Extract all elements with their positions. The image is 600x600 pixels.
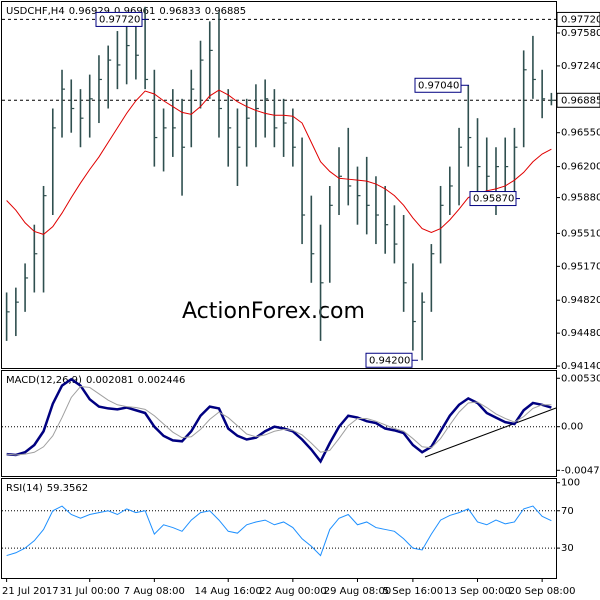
y-tick-label: 0.97240	[561, 61, 600, 72]
x-tick-label: 21 Jul 2017	[2, 586, 59, 597]
annotation-box	[95, 11, 143, 27]
trendline	[424, 407, 557, 458]
y-tick-label: 0.97720	[561, 14, 600, 25]
rsi-panel	[1, 478, 557, 579]
y-tick-label: 0.94480	[561, 328, 600, 339]
y-tick-label: 0.95880	[561, 193, 600, 204]
macd-panel	[1, 370, 557, 477]
header-value: 0.002081	[86, 375, 134, 386]
watermark: ActionForex.com	[182, 299, 365, 324]
y-tick-label: 0.95170	[561, 261, 600, 272]
x-tick-label: 7 Aug 08:00	[124, 586, 185, 597]
header-title: USDCHF,H4	[6, 6, 65, 17]
annotation-label: 0.94200	[369, 355, 410, 366]
y-tick-label: 0.95510	[561, 228, 600, 239]
annotation-label: 0.97720	[99, 14, 140, 25]
y-tick-label: 0.00	[561, 422, 583, 433]
y-tick-label: 0.96200	[561, 162, 600, 173]
y-tick-label: 0.96550	[561, 128, 600, 139]
price-panel	[1, 1, 557, 369]
header-value: 0.96885	[205, 6, 246, 17]
price-box	[556, 11, 600, 27]
header-value: 0.96961	[114, 6, 155, 17]
y-tick-label: 0.94140	[561, 361, 600, 372]
y-tick-label: 0.94820	[561, 295, 600, 306]
annotation-box	[469, 191, 517, 207]
y-tick-label: 30	[561, 543, 574, 554]
price-box	[556, 92, 600, 108]
header-value: 0.96833	[159, 6, 200, 17]
y-tick-label: -0.004777	[561, 465, 600, 476]
indicator-line	[6, 89, 552, 235]
panel-header: RSI(14) 59.3562	[6, 483, 88, 494]
x-tick-label: 5 Sep 16:00	[383, 586, 443, 597]
x-tick-label: 14 Aug 16:00	[194, 586, 261, 597]
annotation-box	[365, 352, 413, 368]
indicator-line	[6, 385, 552, 456]
y-tick-label: 0.97580	[561, 28, 600, 39]
y-tick-label: 0.005303	[561, 373, 600, 384]
indicator-line	[6, 505, 552, 557]
x-tick-label: 13 Sep 00:00	[444, 586, 511, 597]
header-title: MACD(12,26,9)	[6, 375, 82, 386]
y-tick-label: 70	[561, 506, 574, 517]
header-value: 0.96929	[69, 6, 110, 17]
panel-header: MACD(12,26,9) 0.002081 0.002446	[6, 375, 185, 386]
header-value: 59.3562	[47, 483, 88, 494]
y-tick-label: 100	[561, 478, 580, 489]
panel-header: USDCHF,H4 0.96929 0.96961 0.96833 0.96885	[6, 6, 246, 17]
header-title: RSI(14)	[6, 483, 43, 494]
x-tick-label: 20 Sep 08:00	[509, 586, 576, 597]
annotation-label: 0.95870	[473, 194, 514, 205]
x-tick-label: 29 Aug 08:00	[324, 586, 391, 597]
header-value: 0.002446	[138, 375, 186, 386]
x-tick-label: 31 Jul 00:00	[60, 586, 120, 597]
indicator-line	[6, 377, 552, 464]
y-tick-label: 0.96885	[561, 95, 600, 106]
x-tick-label: 22 Aug 00:00	[259, 586, 326, 597]
annotation-box	[414, 77, 462, 93]
annotation-label: 0.97040	[418, 80, 459, 91]
